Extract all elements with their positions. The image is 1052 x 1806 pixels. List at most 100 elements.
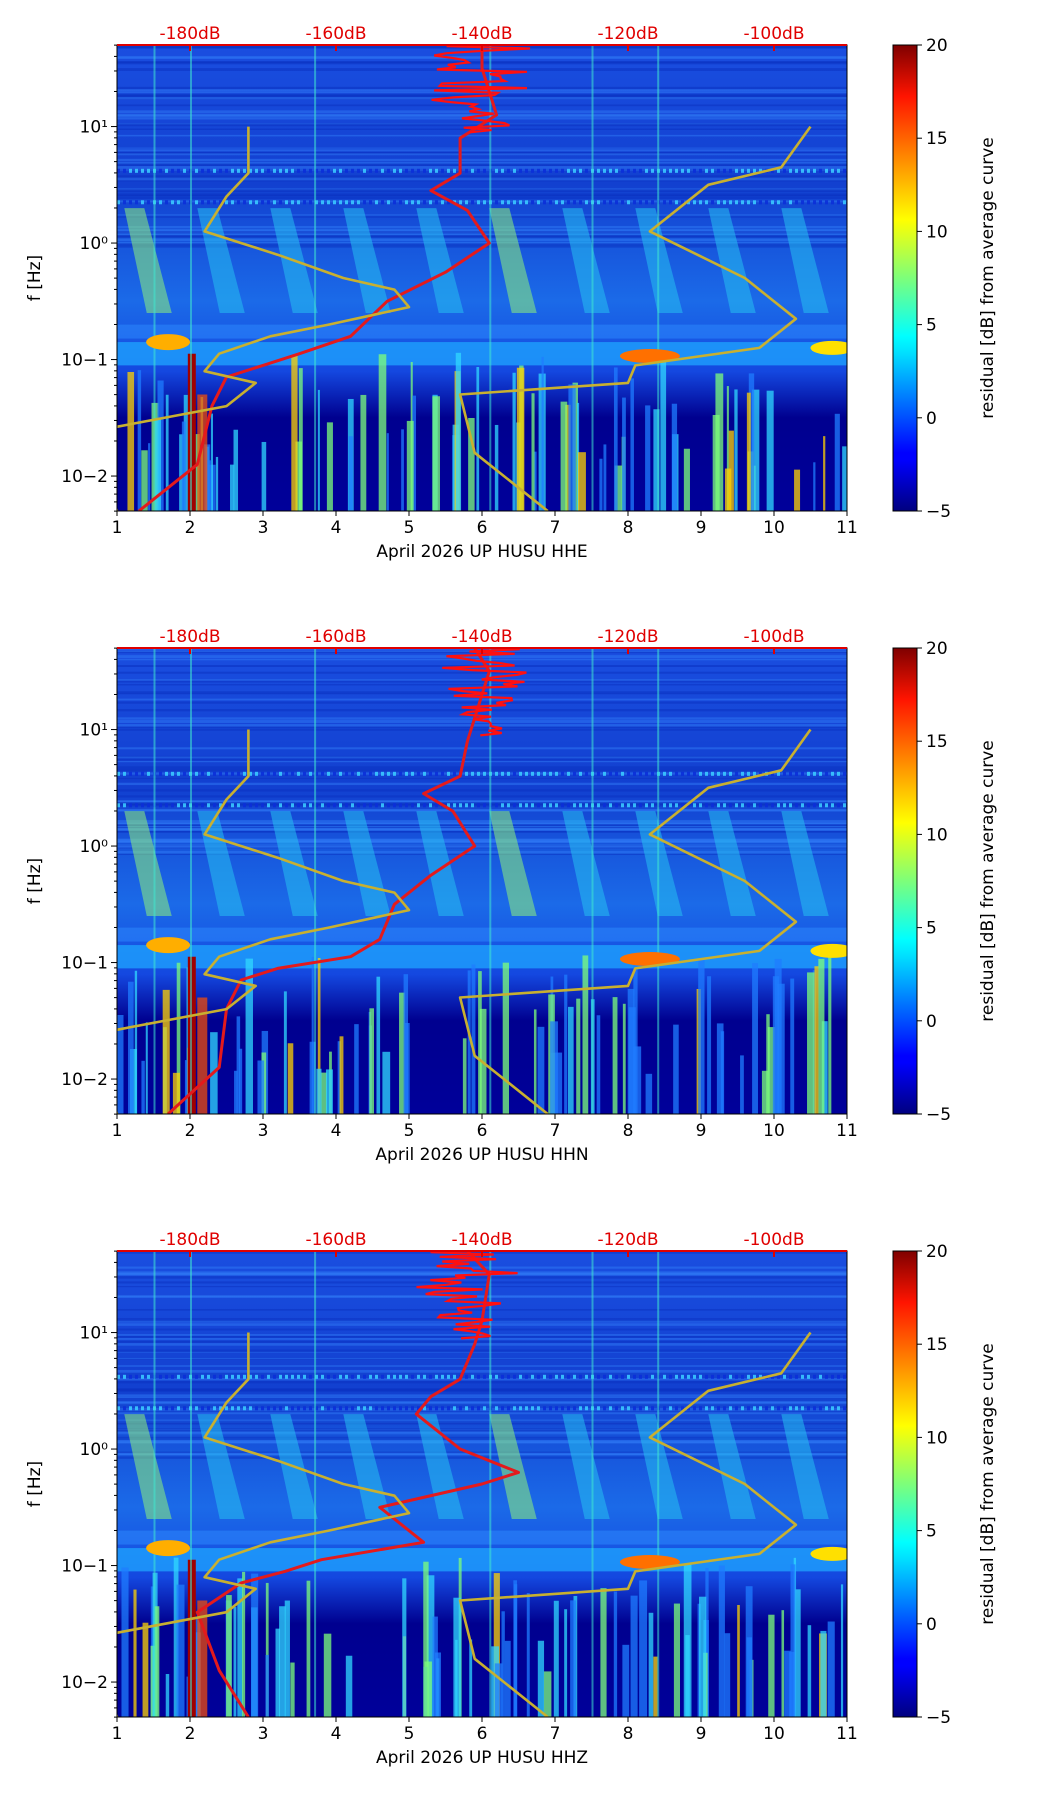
db-axis-label: -180dB — [159, 24, 220, 44]
db-axis-label: -120dB — [597, 1230, 658, 1250]
db-axis-label: -120dB — [597, 24, 658, 44]
x-tick-label: 4 — [331, 1121, 342, 1141]
y-tick-label: 10¹ — [80, 721, 108, 741]
colorbar-label: residual [dB] from average curve — [978, 137, 998, 418]
x-tick-label: 3 — [258, 518, 269, 538]
nlnm-curve — [117, 1332, 411, 1717]
x-tick-label: 5 — [404, 518, 415, 538]
y-tick-label: 10¹ — [80, 118, 108, 138]
x-tick-label: 10 — [763, 1724, 785, 1744]
x-tick-label: 1 — [112, 1724, 123, 1744]
spectrogram — [117, 45, 847, 511]
x-tick-label: 10 — [763, 518, 785, 538]
x-tick-label: 1 — [112, 518, 123, 538]
nhnm-curve — [458, 125, 812, 511]
y-axis-label: f [Hz] — [25, 1461, 45, 1507]
average-psd-hf-curve — [431, 45, 531, 134]
x-tick-label: 3 — [258, 1724, 269, 1744]
db-axis-label: -140dB — [451, 1230, 512, 1250]
x-tick-label: 10 — [763, 1121, 785, 1141]
x-tick-label: 11 — [836, 1724, 858, 1744]
x-tick-label: 5 — [404, 1121, 415, 1141]
x-tick-label: 2 — [185, 1121, 196, 1141]
colorbar — [892, 44, 918, 512]
colorbar-tick-label: −5 — [926, 502, 951, 522]
average-psd-curve — [195, 1251, 520, 1717]
colorbar-tick-label: 10 — [926, 222, 948, 242]
x-tick-label: 1 — [112, 1121, 123, 1141]
x-axis-label: April 2026 UP HUSU HHE — [376, 542, 587, 562]
x-tick-label: 7 — [550, 518, 561, 538]
colorbar — [892, 647, 918, 1115]
x-tick-label: 6 — [477, 1121, 488, 1141]
db-axis-label: -140dB — [451, 24, 512, 44]
x-tick-label: 11 — [836, 518, 858, 538]
microseism-band — [117, 1548, 847, 1572]
db-axis-label: -100dB — [743, 627, 804, 647]
y-tick-label: 10−1 — [61, 1557, 108, 1577]
panel-1: 1 2 3 4 5 6 7 8 9 10 11 April 2026 UP HUSU HHE 10−2 1… — [25, 24, 998, 562]
colorbar-tick-label: 0 — [926, 409, 937, 429]
x-tick-label: 8 — [623, 1724, 634, 1744]
x-axis-label: April 2026 UP HUSU HHN — [375, 1145, 588, 1165]
microseism-band — [117, 342, 847, 366]
db-axis-label: -160dB — [305, 627, 366, 647]
y-tick-label: 10−1 — [61, 351, 108, 371]
x-tick-label: 9 — [696, 1724, 707, 1744]
x-tick-label: 3 — [258, 1121, 269, 1141]
average-psd-curve — [137, 45, 499, 511]
db-axis-label: -160dB — [305, 1230, 366, 1250]
colorbar-tick-label: 0 — [926, 1012, 937, 1032]
colorbar-tick-label: 20 — [926, 639, 948, 659]
x-tick-label: 2 — [185, 518, 196, 538]
average-psd-curve — [167, 648, 491, 1114]
db-axis-label: -180dB — [159, 1230, 220, 1250]
colorbar-tick-label: 20 — [926, 36, 948, 56]
panel-3: 1 2 3 4 5 6 7 8 9 10 11 April 2026 UP HUSU HHZ 10−2 1… — [25, 1230, 998, 1768]
db-axis-label: -120dB — [597, 627, 658, 647]
spectrogram — [117, 1251, 847, 1717]
nhnm-curve — [458, 1331, 812, 1717]
x-tick-label: 5 — [404, 1724, 415, 1744]
colorbar-tick-label: 15 — [926, 1335, 948, 1355]
nlnm-curve — [117, 126, 411, 511]
colorbar-tick-label: 5 — [926, 919, 937, 939]
x-tick-label: 11 — [836, 1121, 858, 1141]
colorbar-tick-label: 20 — [926, 1242, 948, 1262]
y-tick-label: 10−2 — [61, 467, 108, 487]
microseism-band — [117, 945, 847, 969]
db-axis-label: -160dB — [305, 24, 366, 44]
y-tick-label: 10⁰ — [80, 837, 109, 857]
x-tick-label: 4 — [331, 518, 342, 538]
y-tick-label: 10¹ — [80, 1324, 108, 1344]
nhnm-curve — [458, 728, 812, 1114]
colorbar-tick-label: −5 — [926, 1708, 951, 1728]
y-tick-label: 10−1 — [61, 954, 108, 974]
y-tick-label: 10−2 — [61, 1070, 108, 1090]
x-tick-label: 2 — [185, 1724, 196, 1744]
x-tick-label: 8 — [623, 1121, 634, 1141]
db-axis-label: -180dB — [159, 627, 220, 647]
x-tick-label: 9 — [696, 518, 707, 538]
y-axis-label: f [Hz] — [25, 255, 45, 301]
colorbar-tick-label: 10 — [926, 825, 948, 845]
db-axis-label: -140dB — [451, 627, 512, 647]
x-tick-label: 6 — [477, 1724, 488, 1744]
x-axis-label: April 2026 UP HUSU HHZ — [376, 1748, 588, 1768]
x-tick-label: 7 — [550, 1121, 561, 1141]
y-tick-label: 10⁰ — [80, 1440, 109, 1460]
x-tick-label: 4 — [331, 1724, 342, 1744]
colorbar-tick-label: 10 — [926, 1428, 948, 1448]
average-psd-hf-curve — [442, 648, 527, 737]
y-tick-label: 10−2 — [61, 1673, 108, 1693]
colorbar — [892, 1250, 918, 1718]
x-tick-label: 7 — [550, 1724, 561, 1744]
colorbar-tick-label: −5 — [926, 1105, 951, 1125]
x-tick-label: 9 — [696, 1121, 707, 1141]
db-axis-label: -100dB — [743, 1230, 804, 1250]
colorbar-label: residual [dB] from average curve — [978, 1343, 998, 1624]
spectrogram — [117, 648, 847, 1114]
panel-2: 1 2 3 4 5 6 7 8 9 10 11 April 2026 UP HUSU HHN 10−2 1… — [25, 627, 998, 1165]
x-tick-label: 6 — [477, 518, 488, 538]
